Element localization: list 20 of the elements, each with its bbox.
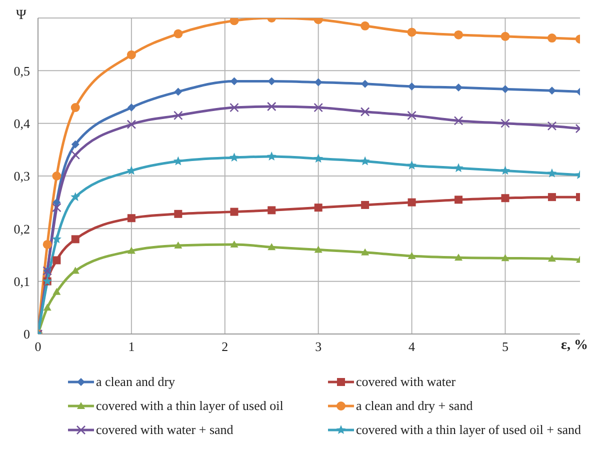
legend-label: covered with a thin layer of used oil + sand xyxy=(356,422,582,438)
x-tick-label: 3 xyxy=(315,339,322,354)
legend-label: covered with water + sand xyxy=(96,422,234,438)
x-tick-label: 2 xyxy=(222,339,228,354)
x-tick-label: 4 xyxy=(408,339,416,354)
y-tick-label: 0,5 xyxy=(14,63,30,78)
y-tick-label: 0,2 xyxy=(14,221,30,236)
y-tick-label: 0,3 xyxy=(14,168,30,184)
legend-label: a clean and dry xyxy=(96,374,176,390)
y-tick-label: 0,4 xyxy=(14,116,30,131)
y-axis-title: Ψ xyxy=(16,8,26,24)
x-axis-title: ε, % xyxy=(561,338,588,354)
y-tick-label: 0 xyxy=(24,326,30,342)
x-tick-label: 0 xyxy=(34,339,42,354)
legend-label: a clean and dry + sand xyxy=(356,398,473,414)
x-tick-label: 1 xyxy=(128,339,135,354)
legend-label: covered with water xyxy=(356,374,456,390)
legend-label: covered with a thin layer of used oil xyxy=(96,398,284,414)
x-tick-label: 5 xyxy=(502,339,508,354)
y-tick-label: 0,1 xyxy=(14,274,30,289)
